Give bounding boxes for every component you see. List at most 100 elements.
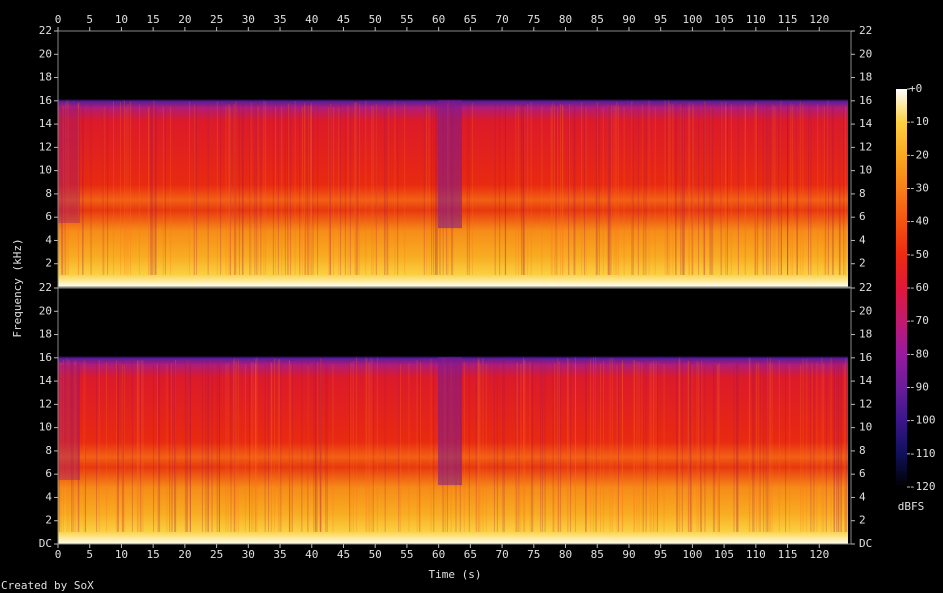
y-tick-label: 18: [859, 71, 872, 84]
y-tick-label: 14: [39, 117, 53, 130]
y-tick-label: 8: [859, 187, 866, 200]
y-tick-label: 20: [39, 47, 52, 60]
x-tick-label: 70: [495, 13, 508, 26]
colorbar-tick-label: -110: [909, 447, 936, 460]
colorbar-tick-label: -120: [909, 480, 936, 493]
x-tick-label: 5: [86, 13, 93, 26]
texture: [438, 100, 462, 229]
texture: [58, 364, 80, 480]
y-tick-label: 16: [39, 94, 52, 107]
colorbar-tick-label: -30: [909, 182, 929, 195]
texture: [848, 288, 851, 544]
x-tick-label: 20: [178, 548, 191, 561]
x-tick-label: 35: [273, 13, 286, 26]
colorbar-tick-label: +0: [909, 82, 922, 95]
y-tick-label: 2: [45, 514, 52, 527]
y-tick-label: 4: [859, 233, 866, 246]
x-tick-label: 60: [432, 548, 445, 561]
y-tick-label: 18: [39, 328, 52, 341]
x-tick-label: 105: [714, 548, 734, 561]
x-tick-label: 25: [210, 13, 223, 26]
x-tick-label: 55: [400, 13, 413, 26]
y-tick-label: 16: [859, 94, 872, 107]
plot-frame: [57, 287, 852, 545]
x-tick-label: 60: [432, 13, 445, 26]
x-tick-label: 50: [369, 548, 382, 561]
y-tick-label: 6: [45, 467, 52, 480]
colorbar-tick-label: -100: [909, 414, 936, 427]
x-tick-label: 0: [55, 548, 62, 561]
y-tick-label: 4: [45, 490, 52, 503]
x-tick-label: 90: [622, 548, 635, 561]
y-tick-label: 10: [39, 421, 52, 434]
x-tick-label: 10: [115, 548, 128, 561]
colorbar-tick-label: -10: [909, 115, 929, 128]
x-tick-label: 45: [337, 548, 350, 561]
colorbar-tick-label: -20: [909, 148, 929, 161]
y-tick-label: 22: [859, 281, 872, 294]
x-tick-label: 55: [400, 548, 413, 561]
x-tick-label: 50: [369, 13, 382, 26]
y-tick-label: 14: [859, 117, 873, 130]
x-tick-label: 35: [273, 548, 286, 561]
x-tick-label: 40: [305, 13, 318, 26]
y-tick-label: DC: [859, 537, 872, 550]
x-tick-label: 25: [210, 548, 223, 561]
y-tick-label: DC: [39, 537, 52, 550]
x-tick-label: 115: [778, 13, 798, 26]
plot-frame: [57, 30, 852, 288]
y-tick-label: 10: [859, 164, 872, 177]
x-tick-label: 20: [178, 13, 191, 26]
x-axis-label: Time (s): [429, 568, 482, 581]
x-tick-label: 65: [464, 13, 477, 26]
y-tick-label: 2: [859, 257, 866, 270]
y-tick-label: 4: [859, 490, 866, 503]
y-axis-label: Frequency (kHz): [11, 238, 24, 337]
colorbar-tick-label: -40: [909, 215, 929, 228]
x-tick-label: 100: [682, 548, 702, 561]
footer: Created by SoX: [1, 579, 94, 592]
x-tick-label: 75: [527, 548, 540, 561]
x-tick-label: 100: [682, 13, 702, 26]
x-tick-label: 15: [147, 13, 160, 26]
x-tick-label: 40: [305, 548, 318, 561]
y-tick-label: 20: [859, 47, 872, 60]
y-tick-label: 22: [39, 281, 52, 294]
y-tick-label: 20: [859, 304, 872, 317]
y-tick-label: 16: [39, 351, 52, 364]
x-tick-label: 95: [654, 548, 667, 561]
x-tick-label: 110: [746, 13, 766, 26]
x-tick-label: 70: [495, 548, 508, 561]
x-tick-label: 90: [622, 13, 635, 26]
y-tick-label: 12: [39, 397, 52, 410]
x-tick-label: 15: [147, 548, 160, 561]
y-tick-label: 22: [859, 24, 872, 37]
x-tick-label: 110: [746, 548, 766, 561]
x-tick-label: 30: [242, 548, 255, 561]
x-tick-label: 105: [714, 13, 734, 26]
texture: [848, 31, 851, 287]
y-tick-label: 8: [859, 444, 866, 457]
y-tick-label: 12: [859, 140, 872, 153]
x-tick-label: 75: [527, 13, 540, 26]
y-tick-label: 10: [39, 164, 52, 177]
colorbar-tick-label: -60: [909, 281, 929, 294]
colorbar: [896, 89, 907, 487]
colorbar-label: dBFS: [898, 500, 925, 513]
x-tick-label: 45: [337, 13, 350, 26]
x-tick-label: 80: [559, 548, 572, 561]
x-tick-label: 0: [55, 13, 62, 26]
y-tick-label: 2: [859, 514, 866, 527]
texture: [438, 357, 462, 486]
x-tick-label: 85: [591, 548, 604, 561]
x-tick-label: 115: [778, 548, 798, 561]
x-tick-label: 5: [86, 548, 93, 561]
y-tick-label: 4: [45, 233, 52, 246]
y-tick-label: 6: [859, 467, 866, 480]
x-tick-label: 80: [559, 13, 572, 26]
x-tick-label: 10: [115, 13, 128, 26]
x-tick-label: 120: [809, 548, 829, 561]
y-tick-label: 20: [39, 304, 52, 317]
